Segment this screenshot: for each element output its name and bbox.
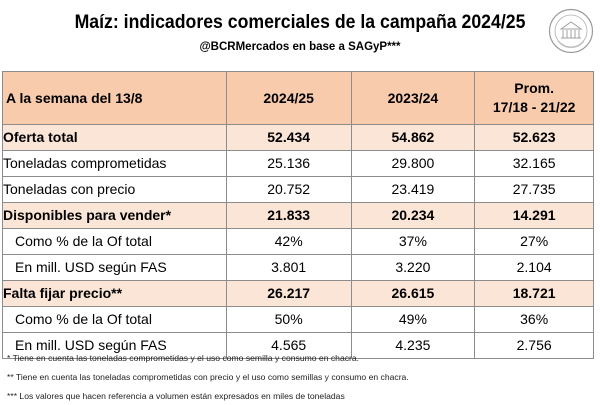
cell-2023-24: 26.615 xyxy=(350,280,476,307)
cell-2023-24: 20.234 xyxy=(350,202,476,229)
row-label: Disponibles para vender* xyxy=(2,202,227,229)
table-row: Como % de la Of total 42% 37% 27% xyxy=(2,228,594,255)
table-header-row: A la semana del 13/8 2024/25 2023/24 Pro… xyxy=(2,71,594,125)
cell-2024-25: 20.752 xyxy=(225,176,352,203)
cell-2023-24: 49% xyxy=(350,306,476,333)
header-average-line1: Prom. xyxy=(514,80,554,96)
institution-seal-logo xyxy=(548,8,594,54)
cell-2023-24: 37% xyxy=(350,228,476,255)
cell-2023-24: 4.235 xyxy=(350,332,476,359)
cell-2023-24: 23.419 xyxy=(350,176,476,203)
row-label: Toneladas con precio xyxy=(2,176,227,203)
table-row: En mill. USD según FAS 4.565 4.235 2.756 xyxy=(2,332,594,359)
table-row: Disponibles para vender* 21.833 20.234 1… xyxy=(2,202,594,229)
cell-2024-25: 3.801 xyxy=(225,254,352,281)
cell-2023-24: 54.862 xyxy=(350,124,476,151)
cell-2024-25: 42% xyxy=(225,228,352,255)
row-label: Oferta total xyxy=(2,124,227,151)
cell-average: 32.165 xyxy=(474,150,594,177)
cell-2024-25: 25.136 xyxy=(225,150,352,177)
cell-2023-24: 3.220 xyxy=(350,254,476,281)
footnote: ** Tiene en cuenta las toneladas comprom… xyxy=(7,372,409,382)
table-row: Falta fijar precio** 26.217 26.615 18.72… xyxy=(2,280,594,307)
header-2023-24: 2023/24 xyxy=(350,71,476,125)
cell-average: 2.756 xyxy=(474,332,594,359)
cell-average: 27% xyxy=(474,228,594,255)
cell-2024-25: 4.565 xyxy=(225,332,352,359)
footnotes: * Tiene en cuenta las toneladas comprome… xyxy=(7,349,597,405)
row-label: En mill. USD según FAS xyxy=(2,332,227,359)
row-label: Toneladas comprometidas xyxy=(2,150,227,177)
indicators-table: A la semana del 13/8 2024/25 2023/24 Pro… xyxy=(2,71,594,359)
table-row: Como % de la Of total 50% 49% 36% xyxy=(2,306,594,333)
cell-2024-25: 52.434 xyxy=(225,124,352,151)
table-row: Toneladas comprometidas 25.136 29.800 32… xyxy=(2,150,594,177)
cell-2024-25: 26.217 xyxy=(225,280,352,307)
footnote: * Tiene en cuenta las toneladas comprome… xyxy=(7,353,360,363)
cell-average: 18.721 xyxy=(474,280,594,307)
cell-average: 2.104 xyxy=(474,254,594,281)
row-label: Como % de la Of total xyxy=(2,306,227,333)
table-row: En mill. USD según FAS 3.801 3.220 2.104 xyxy=(2,254,594,281)
row-label: Falta fijar precio** xyxy=(2,280,227,307)
cell-average: 27.735 xyxy=(474,176,594,203)
header-label: A la semana del 13/8 xyxy=(2,71,227,125)
page-subtitle: @BCRMercados en base a SAGyP*** xyxy=(199,41,401,53)
cell-average: 14.291 xyxy=(474,202,594,229)
table-row: Toneladas con precio 20.752 23.419 27.73… xyxy=(2,176,594,203)
header-average-line2: 17/18 - 21/22 xyxy=(492,99,576,115)
cell-average: 36% xyxy=(474,306,594,333)
row-label: Como % de la Of total xyxy=(2,228,227,255)
cell-average: 52.623 xyxy=(474,124,594,151)
header-average: Prom. 17/18 - 21/22 xyxy=(474,71,594,125)
header-2024-25: 2024/25 xyxy=(225,71,352,125)
cell-2024-25: 21.833 xyxy=(225,202,352,229)
cell-2024-25: 50% xyxy=(225,306,352,333)
table-row: Oferta total 52.434 54.862 52.623 xyxy=(2,124,594,151)
footnote: *** Los valores que hacen referencia a v… xyxy=(7,391,345,401)
page-title: Maíz: indicadores comerciales de la camp… xyxy=(74,12,526,33)
row-label: En mill. USD según FAS xyxy=(2,254,227,281)
cell-2023-24: 29.800 xyxy=(350,150,476,177)
